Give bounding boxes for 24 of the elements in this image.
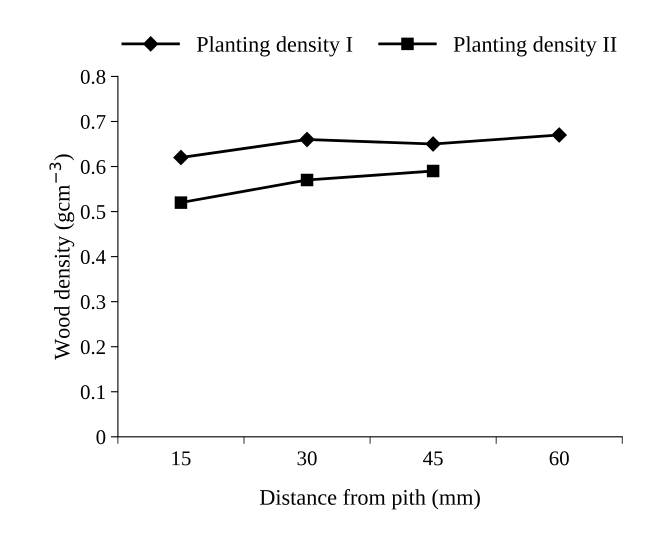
y-tick-label: 0.2: [80, 340, 105, 354]
x-axis-title: Distance from pith (mm): [260, 489, 480, 510]
y-tick-label: 0.8: [80, 70, 106, 84]
y-tick-label: 0.4: [80, 250, 106, 264]
point: [426, 164, 440, 178]
x-tick-label: 45: [423, 451, 443, 466]
point: [552, 127, 567, 143]
point: [300, 174, 314, 186]
legend-label: Planting density I: [196, 36, 352, 56]
y-tick-label: 0.1: [80, 385, 105, 400]
legend-label: Planting density II: [454, 36, 616, 56]
y-axis-title: Wood density (gcm$^{−3}$): [49, 154, 74, 360]
y-tick-label: 0.5: [80, 204, 106, 220]
point: [174, 196, 188, 209]
y-tick-label: 0.6: [80, 160, 106, 174]
point: [173, 150, 189, 166]
point: [299, 132, 315, 148]
point: [426, 136, 441, 152]
x-tick-label: 60: [550, 451, 569, 466]
y-tick-label: 0: [96, 430, 106, 444]
y-tick-label: 0.7: [80, 114, 106, 130]
x-tick-label: 15: [172, 451, 191, 466]
y-tick-label: 0.3: [80, 295, 106, 310]
x-tick-label: 30: [298, 451, 317, 466]
